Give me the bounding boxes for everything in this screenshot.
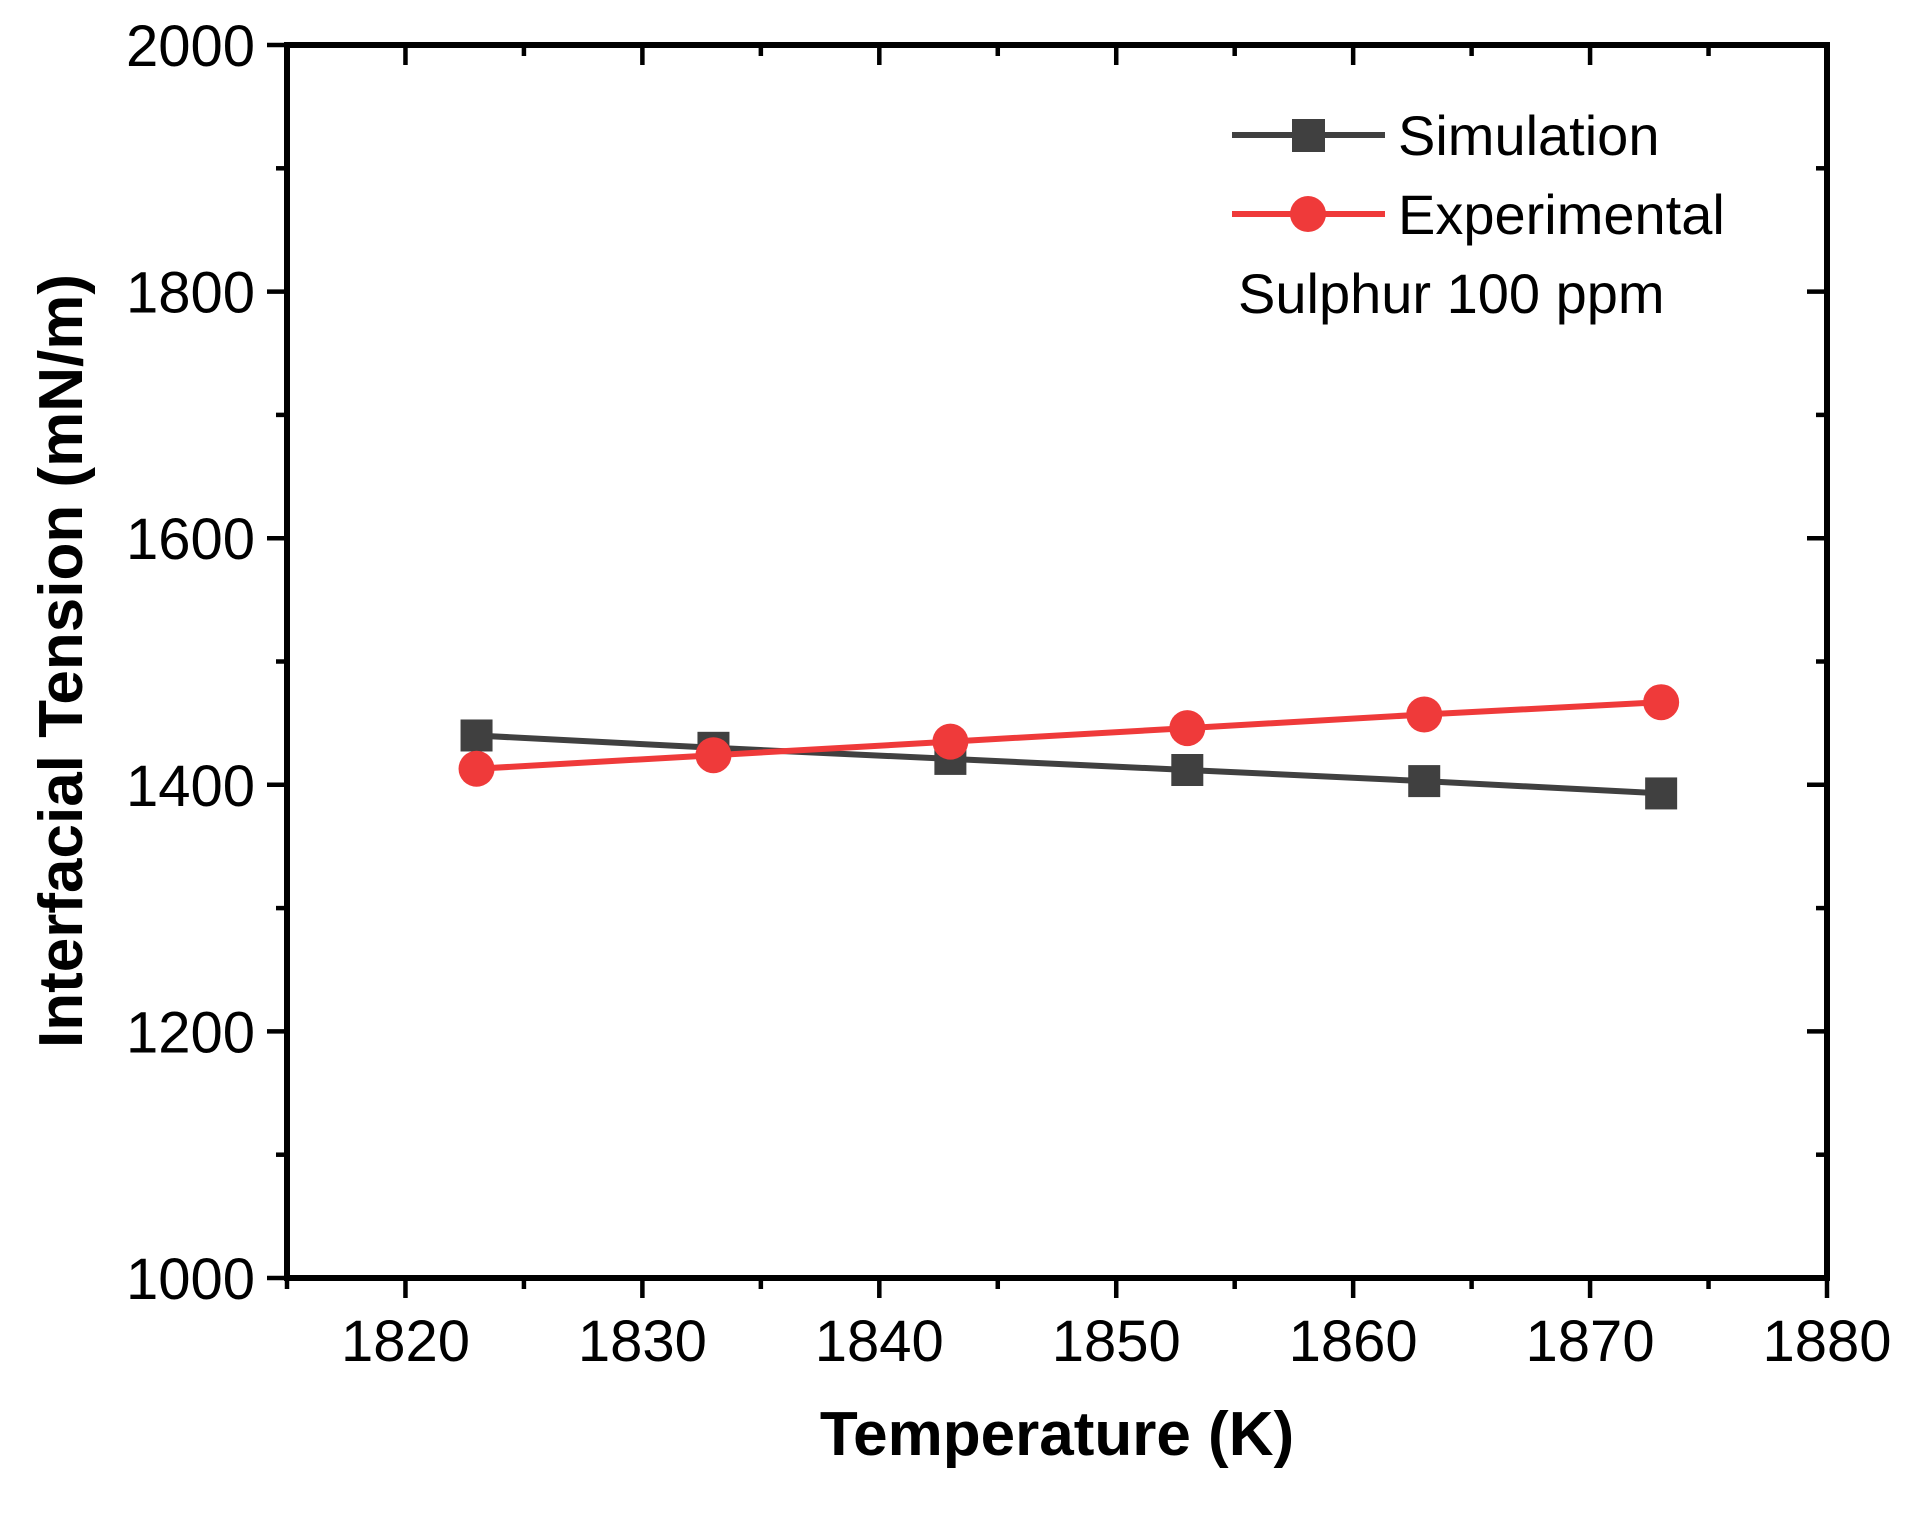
y-tick-label: 1600 — [126, 507, 255, 572]
x-tick-label: 1870 — [1526, 1309, 1655, 1374]
x-tick-label: 1830 — [578, 1309, 707, 1374]
data-point-experimental — [1169, 710, 1206, 747]
series-line-experimental — [476, 699, 1662, 772]
legend: Simulation Experimental Sulphur 100 ppm — [1232, 104, 1725, 325]
y-axis-title: Interfacial Tension (mN/m) — [27, 274, 96, 1048]
data-point-simulation — [1408, 765, 1441, 798]
x-axis-title: Temperature (K) — [820, 1400, 1294, 1469]
series-experimental — [458, 684, 1680, 787]
tick-labels-layer: 1820 1830 1840 1850 1860 1870 1880 1000 1200 1400… — [126, 14, 1892, 1374]
legend-label-simulation: Simulation — [1398, 104, 1659, 167]
series-simulation — [460, 719, 1678, 810]
y-tick-label: 1200 — [126, 1000, 255, 1065]
data-point-experimental — [1406, 696, 1443, 733]
data-point-experimental — [695, 737, 732, 774]
data-point-simulation — [1645, 777, 1678, 810]
y-tick-label: 1000 — [126, 1247, 255, 1312]
data-point-simulation — [460, 719, 493, 752]
data-point-experimental — [458, 750, 495, 787]
x-tick-label: 1850 — [1052, 1309, 1181, 1374]
y-tick-label: 1400 — [126, 754, 255, 819]
data-point-experimental — [932, 723, 969, 760]
y-tick-label: 2000 — [126, 14, 255, 79]
annotation-sulphur: Sulphur 100 ppm — [1238, 262, 1665, 325]
y-tick-label: 1800 — [126, 261, 255, 326]
data-point-experimental — [1643, 684, 1680, 721]
series-line-simulation — [476, 732, 1662, 797]
data-point-simulation — [1171, 754, 1204, 787]
legend-marker-simulation — [1292, 119, 1325, 152]
legend-label-experimental: Experimental — [1398, 183, 1725, 246]
x-tick-label: 1860 — [1289, 1309, 1418, 1374]
legend-marker-experimental — [1290, 196, 1326, 232]
series-layer — [458, 684, 1680, 810]
x-tick-label: 1820 — [341, 1309, 470, 1374]
x-tick-label: 1840 — [815, 1309, 944, 1374]
plot-frame — [284, 42, 1830, 1281]
x-tick-label: 1880 — [1762, 1309, 1891, 1374]
